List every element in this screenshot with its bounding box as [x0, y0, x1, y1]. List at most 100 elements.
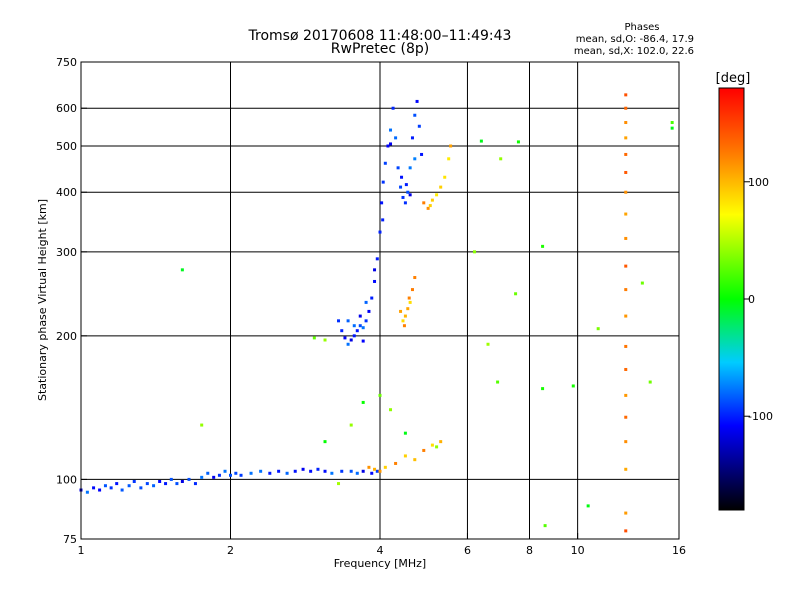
- data-point: [391, 106, 395, 110]
- phase-info-x: mean, sd,X: 102.0, 22.6: [574, 46, 694, 57]
- chart-title: Tromsø 20170608 11:48:00–11:49:43: [248, 28, 512, 44]
- data-point: [373, 279, 377, 283]
- phase-info-o: mean, sd,O: -86.4, 17.9: [576, 34, 694, 45]
- data-point: [380, 201, 384, 205]
- data-point: [624, 93, 628, 97]
- data-point: [586, 504, 590, 508]
- data-point: [180, 268, 184, 272]
- data-point: [316, 467, 320, 471]
- data-point: [541, 387, 545, 391]
- data-point: [479, 139, 483, 143]
- y-tick-label: 75: [63, 533, 77, 546]
- data-point: [624, 288, 628, 292]
- x-tick-label: 1: [78, 544, 85, 557]
- x-axis-label: Frequency [MHz]: [334, 557, 426, 570]
- data-point: [349, 423, 353, 427]
- data-point: [200, 423, 204, 427]
- data-point: [92, 486, 96, 490]
- data-point: [361, 469, 365, 473]
- data-point: [268, 471, 272, 475]
- data-point: [127, 484, 131, 488]
- data-point: [413, 157, 417, 161]
- data-point: [373, 268, 377, 272]
- data-point: [309, 469, 313, 473]
- data-point: [435, 445, 439, 449]
- data-point: [624, 136, 628, 140]
- data-point: [103, 484, 107, 488]
- data-point: [499, 157, 503, 161]
- data-point: [410, 288, 414, 292]
- data-point: [624, 170, 628, 174]
- data-point: [277, 469, 281, 473]
- x-tick-label: 16: [672, 544, 686, 557]
- grid-lines: [80, 62, 680, 539]
- data-point: [399, 185, 403, 189]
- data-point: [624, 121, 628, 125]
- data-point: [312, 336, 316, 340]
- y-tick-label: 300: [56, 246, 77, 259]
- data-point: [85, 490, 89, 494]
- data-point: [337, 319, 341, 323]
- data-point: [212, 475, 216, 479]
- data-point: [330, 471, 334, 475]
- data-point: [624, 106, 628, 110]
- data-point: [428, 204, 432, 208]
- data-point: [640, 281, 644, 285]
- data-point: [375, 257, 379, 261]
- data-point: [408, 193, 412, 197]
- data-point: [367, 309, 371, 313]
- data-point: [217, 473, 221, 477]
- data-point: [422, 448, 426, 452]
- data-point: [401, 195, 405, 199]
- data-point: [394, 136, 398, 140]
- data-point: [413, 458, 417, 462]
- data-point: [301, 467, 305, 471]
- data-point: [624, 264, 628, 268]
- data-point: [249, 471, 253, 475]
- colorbar-tick-label: 0: [748, 293, 755, 306]
- data-point: [408, 300, 412, 304]
- data-point: [571, 384, 575, 388]
- data-point: [516, 140, 520, 144]
- data-point: [352, 324, 356, 328]
- data-point: [407, 296, 411, 300]
- y-tick-label: 100: [56, 473, 77, 486]
- data-point: [361, 339, 365, 343]
- data-point: [396, 166, 400, 170]
- data-point: [193, 482, 197, 486]
- data-point: [624, 393, 628, 397]
- chart-subtitle: RwPretec (8p): [331, 41, 429, 57]
- y-tick-label: 600: [56, 102, 77, 115]
- data-point: [367, 465, 371, 469]
- data-point: [120, 488, 124, 492]
- data-point: [426, 206, 430, 210]
- data-point: [285, 471, 289, 475]
- data-point: [624, 314, 628, 318]
- data-point: [346, 319, 350, 323]
- colorbar-ticks: 100 0 -100: [744, 176, 773, 423]
- data-point: [132, 479, 136, 483]
- data-point: [410, 136, 414, 140]
- data-point: [403, 314, 407, 318]
- data-point: [406, 307, 410, 311]
- y-tick-label: 400: [56, 186, 77, 199]
- data-point: [358, 324, 362, 328]
- data-point: [401, 319, 405, 323]
- data-point: [370, 296, 374, 300]
- data-point: [670, 126, 674, 130]
- data-point: [383, 465, 387, 469]
- data-point: [381, 180, 385, 184]
- x-tick-label: 2: [227, 544, 234, 557]
- data-point: [624, 529, 628, 533]
- data-point: [373, 467, 377, 471]
- data-point: [378, 393, 382, 397]
- data-point: [514, 292, 518, 296]
- data-point: [496, 380, 500, 384]
- data-point: [386, 144, 390, 148]
- data-point: [435, 193, 439, 197]
- x-tick-label: 10: [571, 544, 585, 557]
- colorbar: [718, 87, 745, 511]
- data-point: [624, 415, 628, 419]
- phase-info-heading: Phases: [624, 22, 659, 33]
- data-point: [378, 230, 382, 234]
